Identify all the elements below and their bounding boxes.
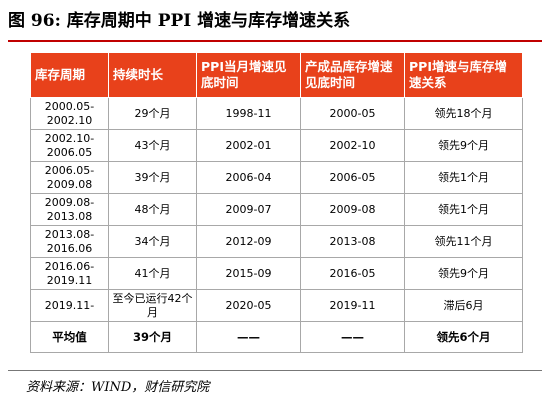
cell-inventory-bottom: 2019-11 — [300, 289, 405, 322]
cell-duration: 至今已运行42个月 — [108, 289, 197, 322]
cell-cycle: 2002.10-2006.05 — [30, 129, 109, 162]
table-row: 2016.06-2019.11 41个月 2015-09 2016-05 领先9… — [30, 257, 523, 290]
cell-inventory-bottom: 2006-05 — [300, 161, 405, 194]
cell-ppi-bottom: 2002-01 — [196, 129, 301, 162]
inventory-cycle-table: 库存周期 持续时长 PPI当月增速见底时间 产成品库存增速见底时间 PPI增速与… — [30, 52, 523, 353]
cell-inventory-bottom: 2002-10 — [300, 129, 405, 162]
cell-ppi-bottom: 2006-04 — [196, 161, 301, 194]
table-header-row: 库存周期 持续时长 PPI当月增速见底时间 产成品库存增速见底时间 PPI增速与… — [30, 52, 523, 98]
table-row: 2000.05-2002.10 29个月 1998-11 2000-05 领先1… — [30, 97, 523, 130]
cell-duration: 48个月 — [108, 193, 197, 226]
cell-inventory-bottom: 2016-05 — [300, 257, 405, 290]
table-row: 2002.10-2006.05 43个月 2002-01 2002-10 领先9… — [30, 129, 523, 162]
cell-ppi-bottom: 2009-07 — [196, 193, 301, 226]
source-note: 资料来源：WIND，财信研究院 — [26, 380, 210, 395]
cell-cycle: 2019.11- — [30, 289, 109, 322]
cell-relation: 领先11个月 — [404, 225, 523, 258]
table-row: 2013.08-2016.06 34个月 2012-09 2013-08 领先1… — [30, 225, 523, 258]
cell-ppi-bottom: 2015-09 — [196, 257, 301, 290]
cell-duration: 39个月 — [108, 161, 197, 194]
cell-cycle: 2006.05-2009.08 — [30, 161, 109, 194]
table-row: 2009.08-2013.08 48个月 2009-07 2009-08 领先1… — [30, 193, 523, 226]
cell-relation: 领先1个月 — [404, 161, 523, 194]
cell-average-ppi: —— — [196, 321, 301, 353]
cell-average-label: 平均值 — [30, 321, 109, 353]
header-inventory-bottom: 产成品库存增速见底时间 — [300, 52, 405, 98]
source-divider — [8, 370, 542, 371]
header-relation: PPI增速与库存增速关系 — [404, 52, 523, 98]
cell-cycle: 2000.05-2002.10 — [30, 97, 109, 130]
cell-duration: 43个月 — [108, 129, 197, 162]
header-ppi-bottom: PPI当月增速见底时间 — [196, 52, 301, 98]
cell-cycle: 2016.06-2019.11 — [30, 257, 109, 290]
cell-ppi-bottom: 2020-05 — [196, 289, 301, 322]
cell-average-duration: 39个月 — [108, 321, 197, 353]
cell-duration: 34个月 — [108, 225, 197, 258]
header-cycle: 库存周期 — [30, 52, 109, 98]
cell-duration: 41个月 — [108, 257, 197, 290]
cell-inventory-bottom: 2000-05 — [300, 97, 405, 130]
table-row: 2006.05-2009.08 39个月 2006-04 2006-05 领先1… — [30, 161, 523, 194]
cell-relation: 领先9个月 — [404, 257, 523, 290]
cell-relation: 领先9个月 — [404, 129, 523, 162]
cell-ppi-bottom: 1998-11 — [196, 97, 301, 130]
table-row-average: 平均值 39个月 —— —— 领先6个月 — [30, 321, 523, 353]
cell-average-relation: 领先6个月 — [404, 321, 523, 353]
cell-inventory-bottom: 2009-08 — [300, 193, 405, 226]
header-duration: 持续时长 — [108, 52, 197, 98]
cell-duration: 29个月 — [108, 97, 197, 130]
cell-relation: 滞后6月 — [404, 289, 523, 322]
cell-cycle: 2009.08-2013.08 — [30, 193, 109, 226]
figure-title: 图 96: 库存周期中 PPI 增速与库存增速关系 — [8, 11, 351, 31]
cell-relation: 领先18个月 — [404, 97, 523, 130]
title-divider — [8, 40, 542, 42]
cell-cycle: 2013.08-2016.06 — [30, 225, 109, 258]
table-row: 2019.11- 至今已运行42个月 2020-05 2019-11 滞后6月 — [30, 289, 523, 322]
cell-relation: 领先1个月 — [404, 193, 523, 226]
cell-ppi-bottom: 2012-09 — [196, 225, 301, 258]
cell-average-inventory: —— — [300, 321, 405, 353]
cell-inventory-bottom: 2013-08 — [300, 225, 405, 258]
